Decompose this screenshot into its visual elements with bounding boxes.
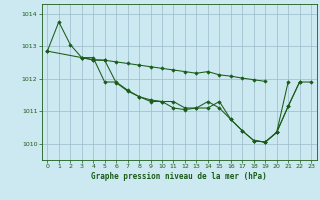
X-axis label: Graphe pression niveau de la mer (hPa): Graphe pression niveau de la mer (hPa) xyxy=(91,172,267,181)
